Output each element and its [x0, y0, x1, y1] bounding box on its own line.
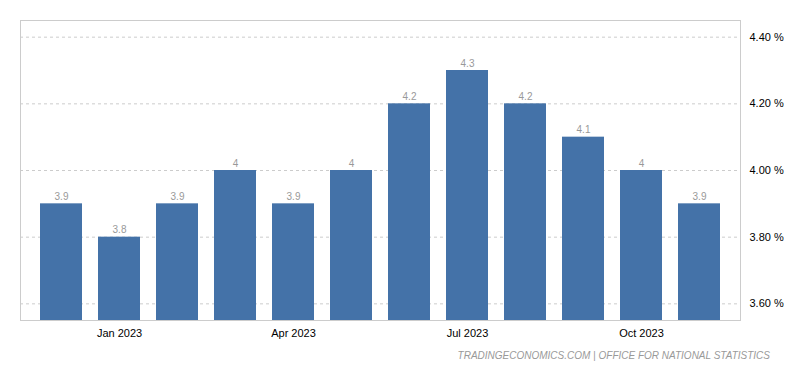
svg-text:4.00 %: 4.00 %	[750, 164, 784, 176]
svg-text:4: 4	[639, 158, 645, 169]
svg-text:3.9: 3.9	[171, 191, 185, 202]
svg-text:4: 4	[349, 158, 355, 169]
svg-text:3.9: 3.9	[287, 191, 301, 202]
svg-text:3.60 %: 3.60 %	[750, 297, 784, 309]
svg-text:4.2: 4.2	[403, 91, 417, 102]
svg-text:4.2: 4.2	[519, 91, 533, 102]
svg-text:4.3: 4.3	[461, 58, 475, 69]
svg-text:Apr 2023: Apr 2023	[271, 327, 316, 339]
svg-text:3.9: 3.9	[55, 191, 69, 202]
svg-text:3.8: 3.8	[113, 224, 127, 235]
svg-text:Oct 2023: Oct 2023	[619, 327, 664, 339]
svg-text:4.40 %: 4.40 %	[750, 31, 784, 43]
svg-text:4.20 %: 4.20 %	[750, 97, 784, 109]
html-text:TRADINGECONOMICS.COM | OFFICE: TRADINGECONOMICS.COM | OFFICE FOR NATION…	[457, 350, 770, 361]
svg-text:Jan 2023: Jan 2023	[97, 327, 142, 339]
svg-text:3.80 %: 3.80 %	[750, 231, 784, 243]
svg-text:Jul 2023: Jul 2023	[447, 327, 489, 339]
svg-text:4: 4	[233, 158, 239, 169]
svg-text:4.1: 4.1	[577, 124, 591, 135]
svg-text:3.9: 3.9	[693, 191, 707, 202]
